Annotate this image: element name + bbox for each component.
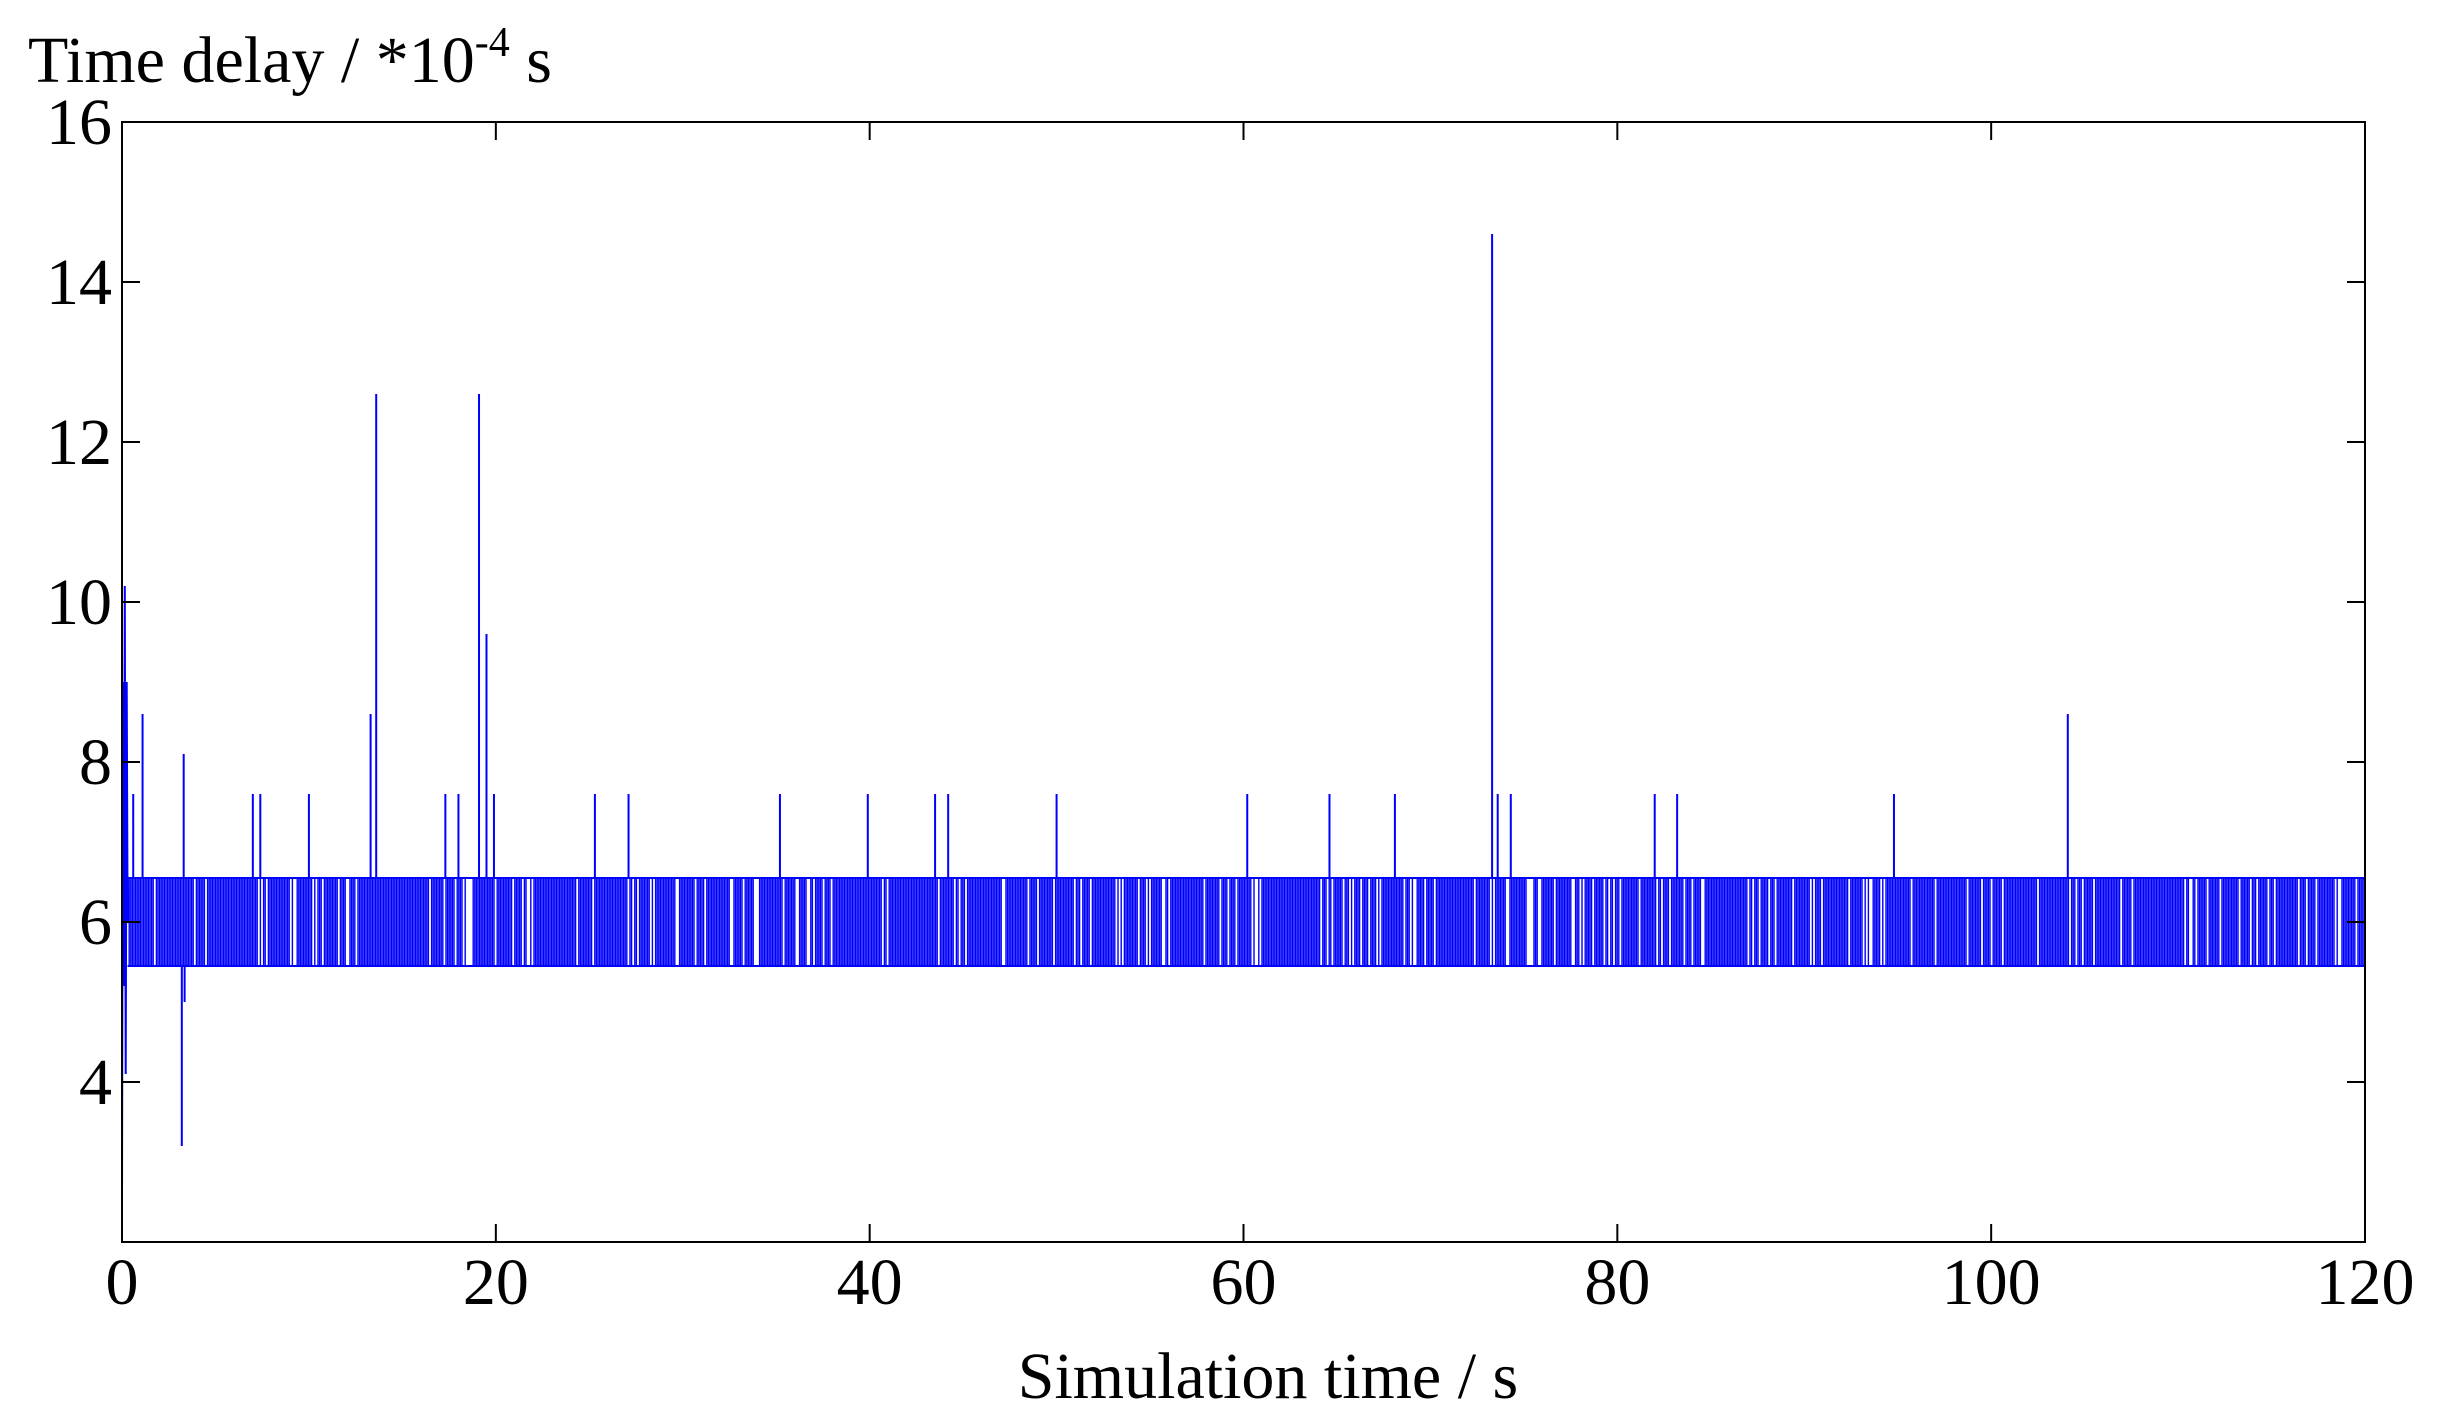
x-tick-label: 20 <box>463 1246 529 1319</box>
x-tick-label: 100 <box>1942 1246 2041 1319</box>
y-axis-title: Time delay / *10-4 s <box>28 20 552 97</box>
x-tick-label: 40 <box>837 1246 903 1319</box>
y-tick-label: 8 <box>79 726 112 799</box>
x-tick-label: 0 <box>106 1246 139 1319</box>
x-axis-title: Simulation time / s <box>1018 1340 1519 1413</box>
y-axis-title-exponent: -4 <box>475 20 510 66</box>
y-tick-label: 10 <box>46 566 112 639</box>
y-tick-label: 4 <box>79 1046 112 1119</box>
y-axis-title-main: Time delay / *10 <box>28 24 475 97</box>
plot-area <box>121 234 2366 1195</box>
x-tick-label: 120 <box>2316 1246 2415 1319</box>
y-tick-label: 14 <box>46 246 112 319</box>
x-tick-label: 80 <box>1584 1246 1650 1319</box>
x-tick-label: 60 <box>1211 1246 1277 1319</box>
x-tick-labels: 0 20 40 60 80 100 120 <box>106 1246 2415 1319</box>
y-tick-label: 6 <box>79 886 112 959</box>
plot-frame <box>121 121 2366 1243</box>
y-tick-label: 12 <box>46 406 112 479</box>
y-axis-title-unit: s <box>510 24 552 97</box>
y-tick-labels: 4 6 8 10 12 14 16 <box>46 86 112 1119</box>
axis-ticks <box>121 121 2366 1242</box>
y-tick-label: 16 <box>46 86 112 159</box>
series-oscillation-band <box>128 878 2366 966</box>
